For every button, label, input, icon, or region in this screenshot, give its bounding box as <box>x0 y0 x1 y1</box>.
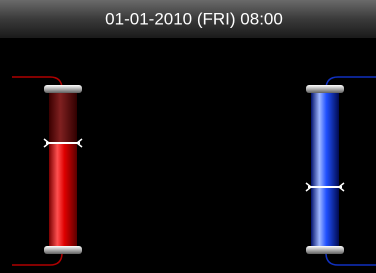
screen: 01-01-2010 (FRI) 08:00 <box>0 0 376 273</box>
blue-outline <box>326 253 376 265</box>
red-tube <box>44 85 82 254</box>
date-time: 01-01-2010 (FRI) 08:00 <box>105 9 283 28</box>
red-outline <box>12 253 62 265</box>
blue-tube <box>306 85 344 254</box>
